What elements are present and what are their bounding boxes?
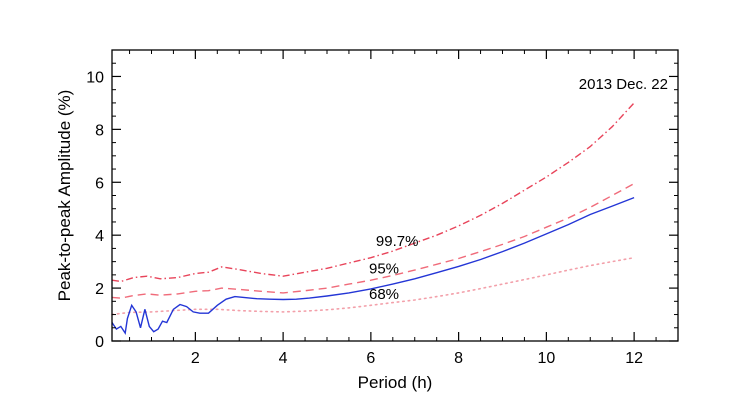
x-tick-label: 2: [191, 350, 200, 367]
y-axis-label: Peak-to-peak Amplitude (%): [55, 90, 74, 302]
date-annotation: 2013 Dec. 22: [579, 76, 668, 93]
x-tick-label: 10: [537, 350, 555, 367]
tick-layer: 2 4 6 8 10 12 0 2 4 6 8 10: [86, 50, 678, 367]
plot-frame: [111, 49, 679, 342]
series-label-99-7: 99.7%: [376, 233, 419, 250]
series-label-95: 95%: [369, 261, 399, 278]
x-tick-label: 12: [625, 350, 643, 367]
x-tick-label: 8: [454, 350, 463, 367]
y-tick-label: 10: [86, 69, 104, 86]
series-line-99-7: [111, 102, 635, 283]
series-layer: [111, 102, 635, 336]
series-line-68: [111, 256, 635, 316]
y-tick-label: 2: [95, 281, 104, 298]
series-label-68: 68%: [369, 286, 399, 303]
y-tick-label: 0: [95, 334, 104, 351]
x-tick-label: 4: [279, 350, 288, 367]
x-tick-label: 6: [366, 350, 375, 367]
y-tick-label: 4: [95, 228, 104, 245]
series-line-95: [111, 182, 635, 299]
x-axis-label: Period (h): [358, 373, 433, 392]
series-line-amplitude: [111, 196, 635, 336]
y-tick-label: 8: [95, 122, 104, 139]
label-layer: 99.7% 95% 68%: [369, 233, 418, 303]
y-tick-label: 6: [95, 175, 104, 192]
